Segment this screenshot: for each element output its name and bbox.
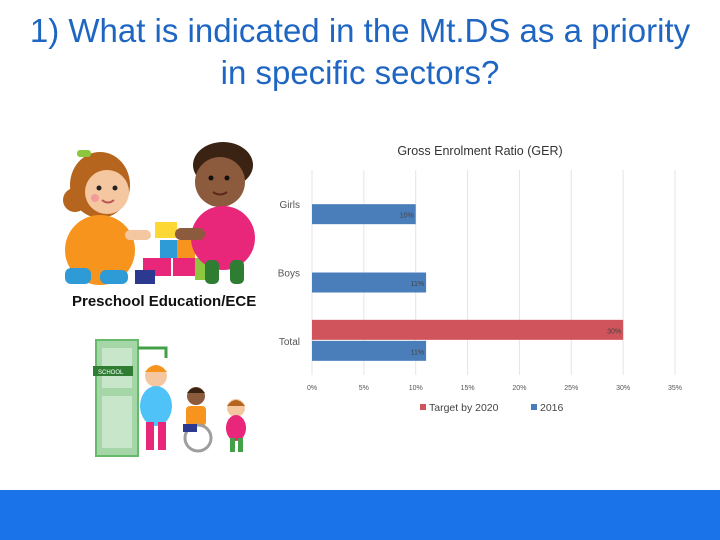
x-tick-label: 25% xyxy=(564,385,578,392)
data-label: 11% xyxy=(411,349,425,356)
legend-label: Target by 2020 xyxy=(429,402,499,414)
x-tick-label: 15% xyxy=(461,385,475,392)
legend-swatch xyxy=(420,404,426,410)
data-label: 11% xyxy=(411,281,425,288)
x-tick-label: 5% xyxy=(359,385,369,392)
door-sign: SCHOOL xyxy=(98,370,124,376)
x-tick-label: 0% xyxy=(307,385,317,392)
slide-title: 1) What is indicated in the Mt.DS as a p… xyxy=(29,12,691,91)
x-tick-label: 20% xyxy=(512,385,526,392)
x-tick-label: 30% xyxy=(616,385,630,392)
bar-2016 xyxy=(312,340,427,361)
category-label: Total xyxy=(279,337,300,348)
bar-target-by-2020 xyxy=(312,319,624,340)
x-tick-label: 35% xyxy=(668,385,682,392)
data-label: 10% xyxy=(400,213,414,220)
bar-2016 xyxy=(312,272,427,293)
category-label: Boys xyxy=(278,269,300,280)
category-label: Girls xyxy=(279,200,300,211)
chart-title: Gross Enrolment Ratio (GER) xyxy=(397,144,562,158)
data-label: 30% xyxy=(607,328,621,335)
footer-bar xyxy=(0,490,720,540)
x-tick-label: 10% xyxy=(409,385,423,392)
legend-swatch xyxy=(531,404,537,410)
illustration-caption: Preschool Education/ECE xyxy=(72,293,257,310)
bar-2016 xyxy=(312,204,416,225)
legend-label: 2016 xyxy=(540,402,564,414)
children-at-school-door-illustration: SCHOOL xyxy=(93,339,246,457)
children-playing-with-blocks-illustration xyxy=(63,142,255,285)
ger-chart: Gross Enrolment Ratio (GER) 0% 5% 10% 15% 20%… xyxy=(278,144,682,414)
